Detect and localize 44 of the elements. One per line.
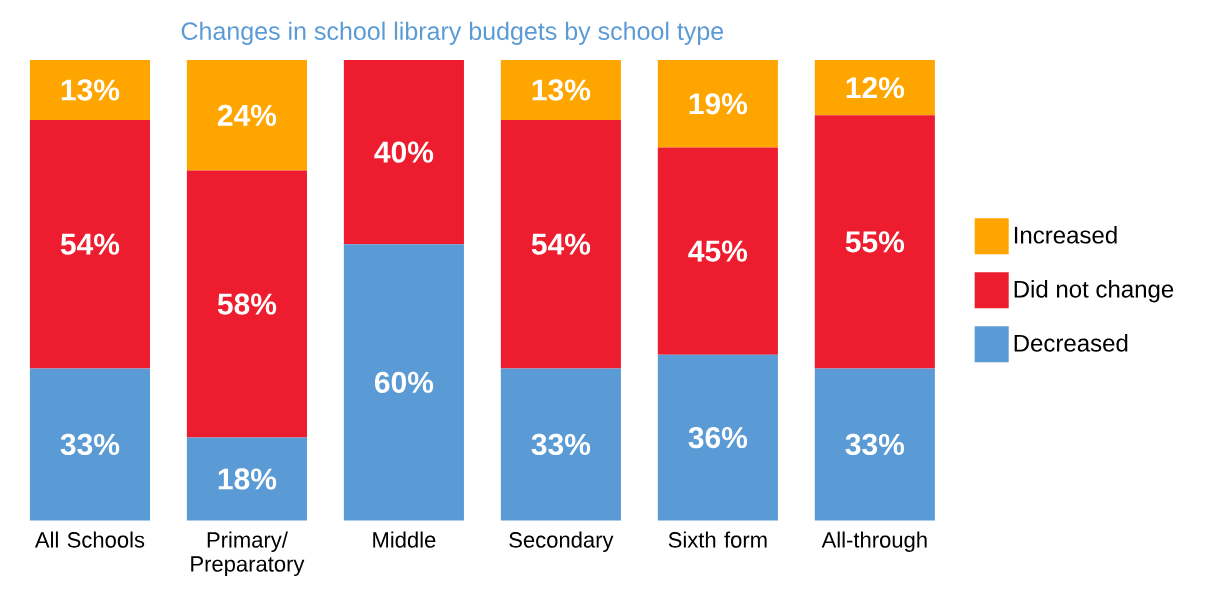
bar <box>500 368 621 521</box>
data-label: 58% <box>217 293 277 315</box>
data-label: 54% <box>60 233 120 256</box>
bar <box>186 170 307 438</box>
bar <box>657 147 778 355</box>
x-tick-label: Secondary <box>509 531 614 553</box>
bar <box>814 115 935 369</box>
bar <box>814 368 935 521</box>
legend-label: Decreased <box>1014 334 1128 352</box>
x-tick-label: All-through <box>821 531 927 553</box>
data-label: 24% <box>217 104 277 127</box>
data-label: 55% <box>845 231 905 253</box>
data-label: 40% <box>374 141 434 163</box>
bar <box>657 60 778 148</box>
data-label: 60% <box>374 371 434 394</box>
bar <box>343 60 464 245</box>
bar <box>500 120 621 369</box>
bar <box>186 437 307 521</box>
chart-title: Changes in school library budgets by school type <box>181 21 724 46</box>
bar <box>500 60 621 121</box>
bar <box>343 244 464 521</box>
bar <box>657 354 778 521</box>
data-label: 45% <box>688 240 748 262</box>
bar <box>29 120 151 369</box>
x-tick-label: Primary/ Preparatory <box>191 531 305 577</box>
data-label: 12% <box>846 77 905 99</box>
data-label: 33% <box>60 434 120 456</box>
bar <box>29 60 151 121</box>
bar <box>814 60 935 116</box>
legend-label: Increased <box>1014 226 1117 244</box>
data-label: 13% <box>61 79 120 101</box>
bar <box>29 368 151 521</box>
data-label: 33% <box>845 434 905 456</box>
x-tick-label: Middle <box>373 531 436 548</box>
x-tick-label: Sixth form <box>668 531 767 548</box>
data-label: 19% <box>689 93 748 115</box>
data-label: 33% <box>531 434 591 456</box>
data-label: 54% <box>531 233 591 256</box>
data-label: 13% <box>532 79 591 101</box>
x-tick-label: All Schools <box>34 531 145 548</box>
bar <box>186 60 307 171</box>
legend-label: Did not change <box>1014 280 1174 303</box>
data-label: 36% <box>688 427 748 449</box>
data-label: 18% <box>218 468 277 490</box>
